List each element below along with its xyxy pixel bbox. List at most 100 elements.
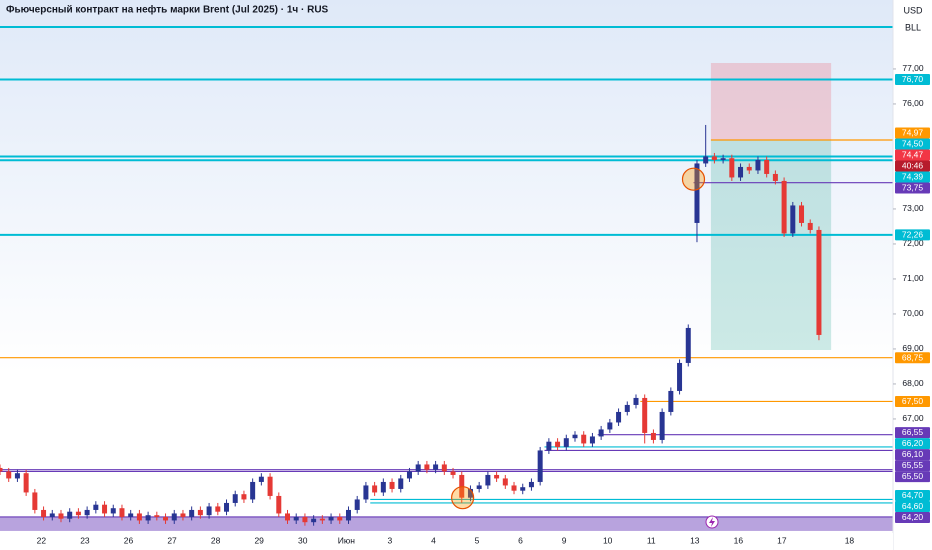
price-label-box bbox=[895, 127, 930, 139]
candle-body bbox=[171, 513, 177, 521]
candle-body bbox=[668, 390, 674, 412]
candle-body bbox=[250, 481, 256, 500]
candle-body bbox=[145, 515, 151, 521]
price-label: 64,70 bbox=[902, 490, 924, 500]
x-tick-label: 27 bbox=[167, 535, 177, 545]
y-tick-label: 70,00 bbox=[902, 308, 924, 318]
price-label-box bbox=[895, 489, 930, 501]
candle-body bbox=[764, 159, 770, 174]
candle-body bbox=[58, 513, 64, 519]
candle-body bbox=[441, 464, 447, 472]
candle-body bbox=[589, 436, 595, 444]
price-label: 66,55 bbox=[902, 427, 924, 437]
y-tick-label: 71,00 bbox=[902, 273, 924, 283]
x-tick-label: 29 bbox=[254, 535, 264, 545]
x-tick-label: 13 bbox=[690, 535, 700, 545]
candle-body bbox=[555, 441, 561, 447]
unit[interactable]: BLL bbox=[905, 22, 921, 32]
price-label-box bbox=[895, 427, 930, 439]
candle-body bbox=[738, 166, 744, 178]
price-label-box bbox=[895, 471, 930, 483]
candle-body bbox=[163, 516, 169, 521]
candle-body bbox=[642, 397, 648, 433]
price-label-box bbox=[895, 171, 930, 183]
candle-body bbox=[746, 166, 752, 171]
candle-body bbox=[372, 485, 378, 493]
candle-body bbox=[215, 506, 221, 512]
candle-body bbox=[650, 432, 656, 440]
candle-body bbox=[189, 509, 195, 517]
price-label: 66,10 bbox=[902, 449, 924, 459]
candle-body bbox=[624, 404, 630, 412]
candle-body bbox=[389, 481, 395, 489]
time-axis-panel bbox=[0, 533, 893, 550]
candles bbox=[0, 124, 822, 526]
candle-body bbox=[276, 495, 282, 514]
candle-body bbox=[781, 180, 787, 234]
candle-body bbox=[110, 508, 116, 514]
icon-bolt bbox=[709, 517, 715, 527]
price-label-box bbox=[895, 138, 930, 150]
candle-body bbox=[633, 397, 639, 405]
candle-body bbox=[197, 509, 203, 516]
drawings bbox=[0, 25, 893, 531]
currency[interactable]: USD bbox=[903, 5, 923, 15]
candle-body bbox=[49, 513, 55, 517]
x-tick-label: 17 bbox=[777, 535, 787, 545]
candle-body bbox=[502, 478, 508, 486]
candle-body bbox=[598, 429, 604, 437]
candle-body bbox=[258, 476, 264, 482]
candle-body bbox=[415, 464, 421, 472]
candle-body bbox=[711, 156, 717, 160]
candle-body bbox=[772, 173, 778, 181]
candle-body bbox=[546, 441, 552, 451]
lightning-icon[interactable] bbox=[705, 515, 719, 529]
price-label-box bbox=[895, 352, 930, 364]
candle-body bbox=[232, 494, 238, 503]
candle-body bbox=[685, 327, 691, 363]
candle-body bbox=[406, 471, 412, 479]
price-label-box bbox=[895, 395, 930, 407]
price-label: 65,55 bbox=[902, 460, 924, 470]
candle-body bbox=[572, 434, 578, 439]
candle-body bbox=[337, 516, 343, 521]
countdown-box bbox=[895, 160, 930, 172]
plot-background bbox=[0, 0, 893, 532]
x-tick-label: 9 bbox=[562, 535, 567, 545]
candle-body bbox=[41, 509, 47, 517]
chart-title: Фьючерсный контракт на нефть марки Brent… bbox=[6, 4, 329, 16]
candle-body bbox=[755, 159, 761, 171]
price-label: 65,50 bbox=[902, 471, 924, 481]
x-tick-label: 5 bbox=[475, 535, 480, 545]
x-tick-label: 6 bbox=[518, 535, 523, 545]
candle-body bbox=[102, 504, 108, 514]
candle-body bbox=[136, 513, 142, 521]
y-tick-label: 77,00 bbox=[902, 63, 924, 73]
candle-body bbox=[293, 516, 299, 521]
candle-body bbox=[311, 518, 317, 523]
x-tick-label: 26 bbox=[124, 535, 134, 545]
price-label-box bbox=[895, 73, 930, 85]
candle-body bbox=[616, 411, 622, 423]
candle-body bbox=[285, 513, 291, 521]
candle-body bbox=[241, 494, 247, 500]
candle-body bbox=[607, 422, 613, 430]
candle-body bbox=[206, 506, 212, 516]
candle-body bbox=[511, 485, 517, 491]
candle-body bbox=[345, 509, 351, 521]
price-label-box bbox=[895, 438, 930, 450]
candle-body bbox=[67, 511, 73, 519]
candle-body bbox=[354, 499, 360, 510]
candle-body bbox=[563, 438, 569, 447]
price-label: 67,50 bbox=[902, 396, 924, 406]
x-tick-label: 23 bbox=[80, 535, 90, 545]
candle-body bbox=[6, 471, 12, 479]
price-label-box bbox=[895, 511, 930, 523]
markers bbox=[451, 167, 706, 510]
price-label-box bbox=[895, 449, 930, 461]
x-tick-label: 22 bbox=[37, 535, 47, 545]
y-tick-label: 72,00 bbox=[902, 238, 924, 248]
price-label: 68,75 bbox=[902, 352, 924, 362]
